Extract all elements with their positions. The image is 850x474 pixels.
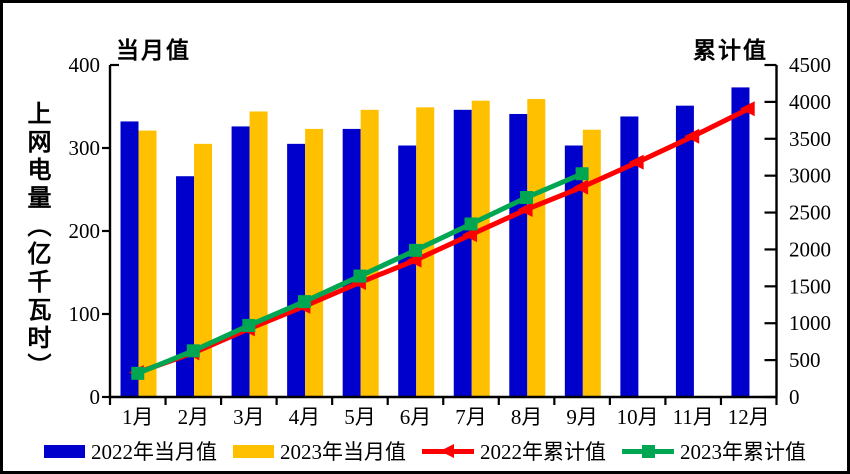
bar-2022年当月值 [120,121,139,397]
left-axis-tick-label: 200 [69,219,101,243]
x-axis-month-label: 11月 [673,405,714,429]
marker-triangle-2022年累计值 [684,128,700,144]
legend: 2022年当月值 2023年当月值 2022年累计值 2023年累计值 [3,436,847,466]
right-axis-tick-label: 3500 [789,127,831,151]
bar-2023年当月值 [249,111,268,397]
bar-2022年当月值 [342,128,361,397]
bar-2022年当月值 [176,176,195,397]
marker-triangle-2022年累计值 [573,179,589,195]
bar-2023年当月值 [416,107,435,397]
plot-area: 0100200300400050010001500200025003000350… [69,53,832,429]
marker-triangle-2022年累计值 [628,154,644,170]
left-axis-header: 当月值 [116,38,191,63]
bar-2023年当月值 [471,100,490,397]
right-axis-tick-label: 3000 [789,164,831,188]
right-axis-tick-label: 1000 [789,311,831,335]
bar-2022年当月值 [620,116,639,398]
x-axis-month-label: 4月 [289,405,321,429]
x-axis-month-label: 12月 [728,405,770,429]
legend-triangle-marker-icon [440,444,454,458]
legend-swatch-line [622,443,674,459]
marker-triangle-2022年累计值 [739,101,755,117]
x-axis-month-label: 6月 [400,405,432,429]
marker-square-2023年累计值 [131,366,145,380]
bar-2022年当月值 [731,87,750,397]
bar-2022年当月值 [675,105,694,398]
marker-square-2023年累计值 [575,167,589,181]
legend-label: 2023年当月值 [280,440,406,464]
bar-2022年当月值 [287,143,306,397]
x-axis-month-label: 8月 [511,405,543,429]
bar-2022年当月值 [398,145,417,397]
right-axis-tick-label: 4500 [789,53,831,77]
bar-2023年当月值 [138,130,157,397]
bar-2022年当月值 [231,126,250,398]
marker-square-2023年累计值 [297,295,311,309]
y-axis-title: 上网电量（亿千瓦时） [23,101,49,381]
x-axis-month-label: 2月 [178,405,210,429]
right-axis-header: 累计值 [693,38,768,63]
x-axis-month-label: 5月 [344,405,376,429]
marker-square-2023年累计值 [408,243,422,257]
line-2022年累计值 [136,106,750,375]
bar-2023年当月值 [527,99,546,397]
left-axis-tick-label: 0 [90,385,101,409]
legend-item-2022年当月值: 2022年当月值 [44,436,217,466]
bar-2023年当月值 [194,143,213,397]
left-axis-tick-label: 300 [69,136,101,160]
legend-label: 2023年累计值 [680,440,806,464]
x-axis-month-label: 9月 [566,405,598,429]
marker-square-2023年累计值 [353,269,367,283]
bar-2022年当月值 [453,109,472,397]
legend-swatch-bar [233,444,274,458]
legend-item-2023年当月值: 2023年当月值 [233,436,406,466]
marker-square-2023年累计值 [242,318,256,332]
right-axis-tick-label: 2500 [789,201,831,225]
bar-2022年当月值 [564,145,583,397]
left-axis-tick-label: 100 [69,302,101,326]
legend-swatch-bar [44,444,85,458]
marker-square-2023年累计值 [520,191,534,205]
right-axis-tick-label: 4000 [789,90,831,114]
legend-label: 2022年累计值 [480,440,606,464]
x-axis-month-label: 1月 [122,405,154,429]
legend-swatch-line [422,443,474,459]
legend-label: 2022年当月值 [91,440,217,464]
legend-item-2023年累计值: 2023年累计值 [622,436,806,466]
right-axis-tick-label: 500 [789,348,821,372]
legend-item-2022年累计值: 2022年累计值 [422,436,606,466]
right-axis-tick-label: 1500 [789,274,831,298]
right-axis-tick-label: 2000 [789,237,831,261]
bar-2023年当月值 [305,128,324,397]
marker-triangle-2022年累计值 [462,227,478,243]
x-axis-month-label: 10月 [617,405,659,429]
bar-2023年当月值 [360,109,379,397]
x-axis-month-label: 7月 [455,405,487,429]
bar-2022年当月值 [509,113,528,397]
legend-square-marker-icon [642,445,655,458]
marker-square-2023年累计值 [186,344,200,358]
marker-square-2023年累计值 [464,217,478,231]
left-axis-tick-label: 400 [69,53,101,77]
right-axis-tick-label: 0 [789,385,800,409]
x-axis-month-label: 3月 [233,405,265,429]
bar-2023年当月值 [582,129,601,397]
marker-triangle-2022年累计值 [517,201,533,217]
